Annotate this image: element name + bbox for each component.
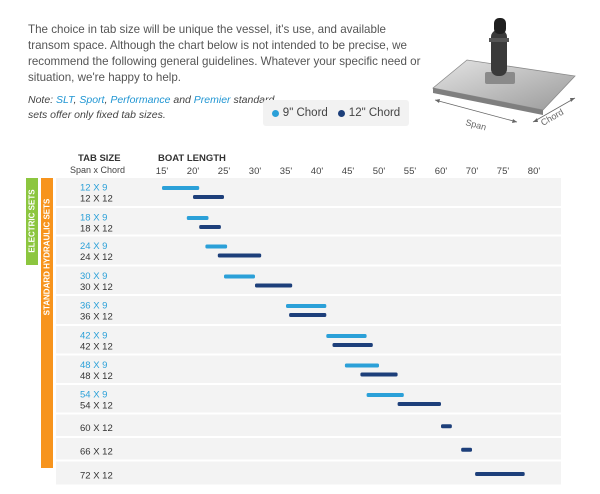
table-row (56, 385, 561, 413)
tab-size-label: 18 X 9 (80, 213, 107, 224)
table-row (56, 326, 561, 354)
tab-size-label: 36 X 9 (80, 301, 107, 312)
electric-sets-label: ELECTRIC SETS (28, 189, 37, 253)
note-text: Note: SLT, Sport, Performance and Premie… (28, 94, 275, 121)
range-bar-18x9 (186, 216, 209, 220)
x-tick-label: 80' (528, 166, 541, 177)
range-bar-12x9 (162, 186, 200, 190)
table-row (56, 178, 561, 206)
range-bar-42x12 (332, 343, 373, 347)
legend-dot-12-icon (337, 109, 345, 117)
table-row (56, 414, 561, 436)
header-boat-length: BOAT LENGTH (158, 153, 226, 164)
intro-text: The choice in tab size will be unique th… (28, 23, 421, 84)
tab-size-label: 54 X 12 (80, 401, 113, 412)
x-tick-label: 40' (311, 166, 324, 177)
range-bar-54x9 (366, 393, 404, 397)
tab-size-label: 24 X 12 (80, 252, 113, 263)
x-tick-label: 30' (249, 166, 262, 177)
table-row (56, 266, 561, 294)
table-row (56, 438, 561, 460)
table-row (56, 236, 561, 265)
range-bar-48x12 (360, 372, 398, 377)
x-tick-label: 70' (466, 166, 479, 177)
electric-sets-bar (26, 178, 38, 265)
range-bar-36x9 (286, 304, 327, 308)
span-arrow-icon (434, 99, 518, 123)
range-bar-30x9 (224, 274, 255, 279)
table-row (56, 208, 561, 235)
tab-size-label: 12 X 9 (80, 183, 107, 194)
chart-row-stripes (56, 178, 561, 485)
tab-size-label: 66 X 12 (80, 446, 113, 457)
x-tick-label: 60' (435, 166, 448, 177)
range-bar-24x12 (217, 253, 262, 258)
x-tick-label: 35' (280, 166, 293, 177)
range-bar-24x9 (205, 244, 228, 249)
range-bar-72x12 (475, 472, 525, 476)
tab-size-label: 42 X 12 (80, 342, 113, 353)
range-bar-48x9 (344, 363, 379, 368)
x-tick-label: 20' (187, 166, 200, 177)
tab-size-label: 48 X 9 (80, 360, 107, 371)
brand-slt: SLT (56, 94, 74, 106)
standard-hydraulic-sets-bar (41, 178, 53, 468)
range-bar-42x9 (326, 334, 367, 338)
tab-size-label: 18 X 12 (80, 224, 113, 235)
x-tick-labels: 15' 20' 25' 30' 35' 40' 45' 50' 55' 60' 70' 75' 80' (156, 166, 541, 177)
brand-premier: Premier (193, 94, 231, 106)
range-bar-18x12 (199, 225, 221, 229)
range-bar-12x12 (193, 195, 224, 199)
chord-arrow-icon (532, 97, 576, 123)
chart-group-bars: ELECTRIC SETS STANDARD HYDRAULIC SETS (26, 178, 53, 468)
brand-performance: Performance (110, 94, 171, 106)
tab-size-label: 48 X 12 (80, 371, 113, 382)
x-tick-label: 75' (497, 166, 510, 177)
x-tick-label: 15' (156, 166, 169, 177)
x-tick-label: 55' (404, 166, 417, 177)
tab-size-label: 12 X 12 (80, 194, 113, 205)
legend-dot-9-icon (271, 109, 279, 117)
range-bars (162, 186, 525, 476)
x-tick-label: 50' (373, 166, 386, 177)
tab-actuator-cap (494, 18, 506, 34)
legend-item-12-chord: 12" Chord (337, 107, 401, 119)
legend-label-9: 9" Chord (282, 107, 328, 119)
table-row (56, 296, 561, 324)
x-tick-label: 45' (342, 166, 355, 177)
range-bar-54x12 (397, 402, 441, 406)
table-row (56, 355, 561, 383)
x-tick-label: 25' (218, 166, 231, 177)
tab-size-labels: 12 X 912 X 12 18 X 918 X 12 24 X 924 X 12 3… (80, 183, 113, 482)
tab-size-label: 42 X 9 (80, 331, 107, 342)
header-tab-size: TAB SIZE (78, 153, 121, 164)
tab-size-label: 72 X 12 (80, 471, 113, 482)
range-bar-60x12 (441, 424, 452, 429)
tab-plate-icon (432, 59, 576, 111)
trim-tab-product-image: Span Chord (432, 18, 576, 132)
standard-hydraulic-sets-label: STANDARD HYDRAULIC SETS (43, 198, 52, 315)
range-bar-30x12 (255, 283, 293, 288)
chart-legend: 9" Chord 12" Chord (263, 100, 409, 126)
subheader-span-chord: Span x Chord (70, 165, 125, 175)
table-row (56, 461, 561, 485)
range-bar-36x12 (289, 313, 327, 317)
tab-size-label: 30 X 12 (80, 282, 113, 293)
tab-size-label: 54 X 9 (80, 390, 107, 401)
tab-size-label: 24 X 9 (80, 241, 107, 252)
legend-label-12: 12" Chord (348, 107, 401, 119)
tab-size-label: 36 X 12 (80, 312, 113, 323)
tab-plate-edge (433, 88, 543, 115)
range-bar-66x12 (461, 447, 472, 452)
tab-size-label: 30 X 9 (80, 271, 107, 282)
tab-hinge (485, 72, 515, 84)
brand-sport: Sport (79, 94, 105, 106)
legend-item-9-chord: 9" Chord (271, 107, 328, 119)
note-prefix: Note: (28, 94, 57, 106)
tab-size-label: 60 X 12 (80, 423, 113, 434)
